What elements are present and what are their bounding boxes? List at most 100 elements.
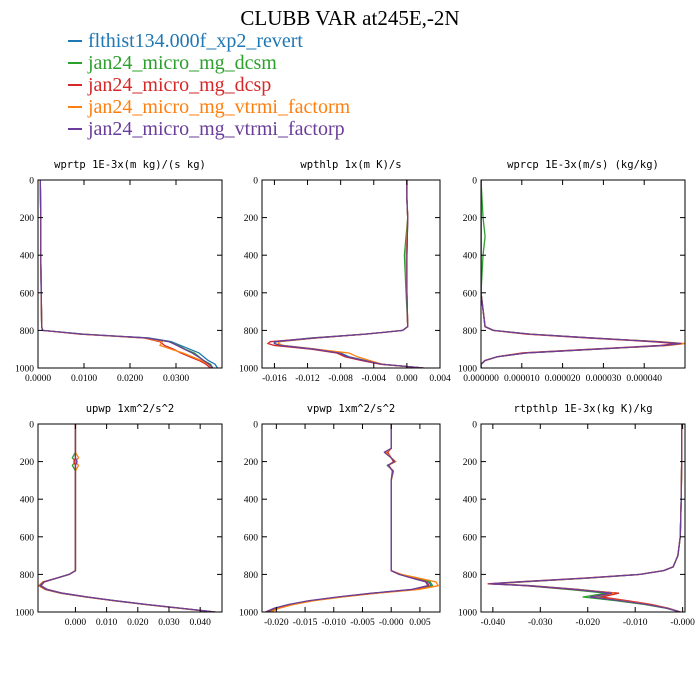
x-tick-label: -0.010 [623,618,648,628]
y-tick-label: 400 [463,496,478,506]
x-tick-label: 0.040 [189,618,211,628]
chart-series-group [265,424,439,612]
y-tick-label: 1000 [15,609,34,619]
legend-item: jan24_micro_mg_dcsm [68,52,350,74]
chart-panel: wprcp 1E-3x(m/s) (kg/kg) 0 200 400 600 800 100… [458,159,686,384]
y-tick-label: 800 [244,327,259,337]
plot-frame [37,179,223,369]
y-tick-label: 800 [463,327,478,337]
series-line [39,424,216,612]
series-line [481,180,678,368]
y-tick-label: 0 [472,177,477,187]
series-line [487,424,683,612]
y-tick-label: 800 [20,327,35,337]
y-tick-label: 200 [20,214,35,224]
series-line [38,424,215,612]
x-tick-label: 0.000030 [586,374,622,384]
x-tick-label: -0.012 [295,374,320,384]
x-tick-label: -0.016 [262,374,287,384]
y-tick-label: 400 [244,496,259,506]
x-tick-label: 0.020 [127,618,149,628]
y-tick-label: 200 [463,214,478,224]
y-tick-label: 400 [20,496,35,506]
x-tick-label: 0.000 [65,618,87,628]
series-line [40,424,216,612]
x-tick-label: 0.004 [429,374,451,384]
plot-frame [261,423,441,613]
x-tick-label: 0.000 [396,374,418,384]
x-tick-label: 0.0200 [117,374,143,384]
legend-label: jan24_micro_mg_dcsp [88,74,272,96]
plot-frame [480,423,686,613]
x-tick-label: 0.000020 [545,374,581,384]
series-line [265,424,429,612]
x-tick-label: -0.015 [293,618,318,628]
x-tick-label: -0.020 [264,618,289,628]
y-tick-label: 1000 [458,609,477,619]
series-line [481,180,682,368]
series-line [481,180,682,368]
y-tick-label: 400 [463,252,478,262]
page-title: CLUBB VAR at245E,-2N [240,6,460,30]
legend-item: flthist134.000f_xp2_revert [68,30,350,52]
legend-item: jan24_micro_mg_vtrmi_factorm [68,96,350,118]
series-line [39,424,215,612]
x-tick-label: 0.000040 [626,374,662,384]
plot-frame [480,179,686,369]
series-line [38,424,214,612]
series-line [266,424,430,612]
y-tick-label: 400 [20,252,35,262]
y-tick-label: 0 [29,177,34,187]
y-tick-label: 600 [244,289,259,299]
legend-label: flthist134.000f_xp2_revert [88,30,303,52]
plot-frame [37,423,223,613]
y-tick-label: 0 [472,421,477,431]
legend: flthist134.000f_xp2_revert jan24_micro_m… [68,30,350,140]
chart-title: wpthlp 1x(m K)/s [300,159,401,171]
chart-series-group [39,180,218,368]
x-tick-label: -0.010 [322,618,347,628]
chart-title: upwp 1xm^2/s^2 [86,403,175,415]
legend-label: jan24_micro_mg_dcsm [88,52,277,74]
x-tick-label: 0.0000 [25,374,51,384]
y-tick-label: 600 [244,533,259,543]
chart-panel: vpwp 1xm^2/s^2 0 200 400 600 800 1000 -0.020 -0.… [239,403,441,628]
x-tick-label: 0.000000 [463,374,499,384]
series-line [268,424,434,612]
y-tick-label: 200 [463,458,478,468]
chart-title: wprcp 1E-3x(m/s) (kg/kg) [507,159,659,171]
chart-title: rtpthlp 1E-3x(kg K)/kg [513,403,652,415]
chart-title: vpwp 1xm^2/s^2 [307,403,396,415]
x-tick-label: 0.030 [158,618,180,628]
chart-series-group [481,180,685,368]
y-tick-label: 200 [20,458,35,468]
plot-frame [261,179,441,369]
series-line [270,424,439,612]
chart-panel: wpthlp 1x(m K)/s02004006008001000-0.016-… [239,159,451,384]
legend-label: jan24_micro_mg_vtrmi_factorm [88,96,351,118]
series-line [489,424,683,612]
series-line [481,180,685,368]
series-line [39,180,218,368]
x-tick-label: -0.030 [528,618,553,628]
series-line [492,424,683,612]
chart-panel: upwp 1xm^2/s^2 0 200 400 600 800 1000 0.000 0.01… [15,403,223,628]
x-tick-label: -0.005 [350,618,375,628]
y-tick-label: 400 [244,252,259,262]
y-tick-label: 600 [20,533,35,543]
x-tick-label: -0.000 [379,618,404,628]
y-tick-label: 600 [463,289,478,299]
x-tick-label: 0.0300 [163,374,189,384]
y-tick-label: 1000 [239,609,258,619]
chart-series-group [267,180,424,368]
y-tick-label: 1000 [239,365,258,375]
x-tick-label: 0.005 [409,618,431,628]
chart-panel: wprtp 1E-3x(m kg)/(s kg) 0 200 400 600 800 100… [15,159,223,384]
y-tick-label: 800 [463,571,478,581]
legend-item: jan24_micro_mg_dcsp [68,74,350,96]
x-tick-label: 0.010 [96,618,118,628]
x-tick-label: -0.040 [481,618,506,628]
legend-item: jan24_micro_mg_vtrmi_factorp [68,118,350,140]
